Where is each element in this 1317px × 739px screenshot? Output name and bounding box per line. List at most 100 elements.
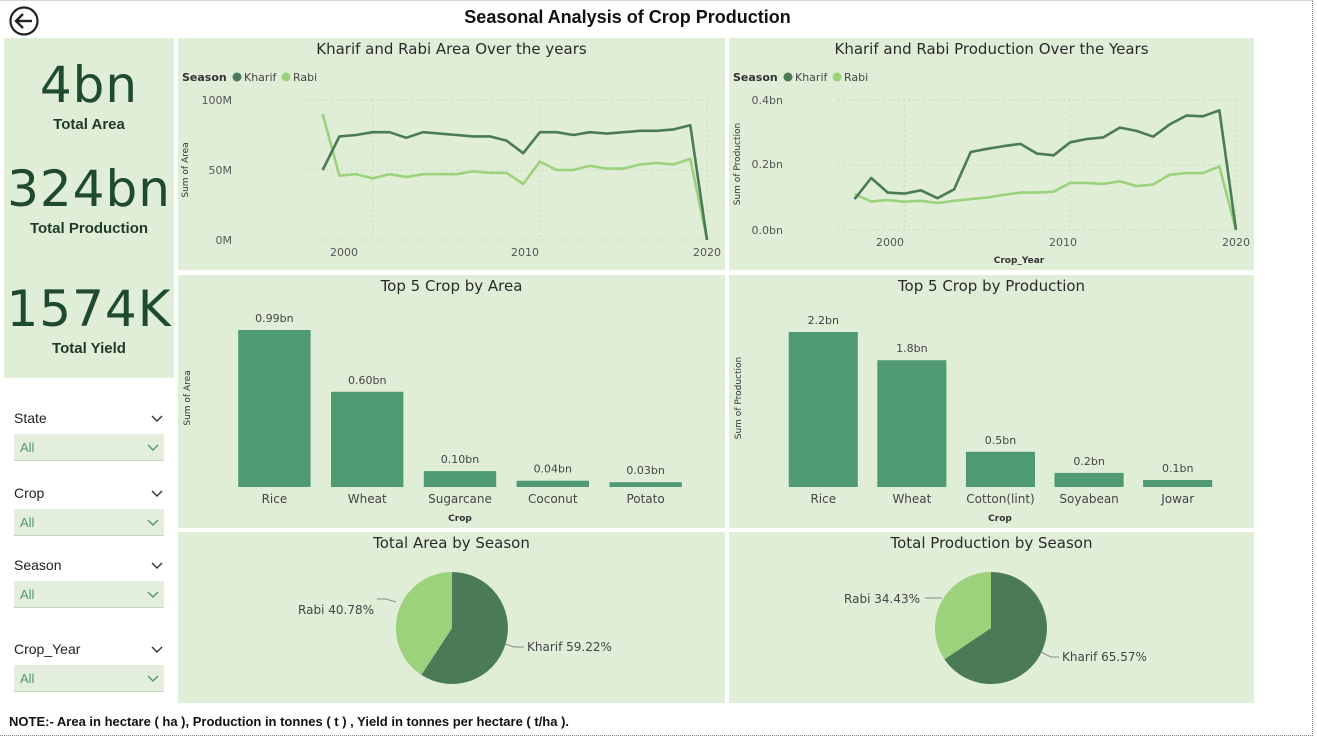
bar-sugarcane [423,471,497,487]
chart-title: Total Production by Season [890,534,1093,552]
chart-title: Kharif and Rabi Area Over the years [316,40,587,58]
chevron-down-icon[interactable] [146,589,160,599]
chart-title: Top 5 Crop by Production [897,277,1086,295]
production-over-years-chart[interactable]: Season Kharif Rabi Sum of Production 0.4… [729,38,1254,270]
slice-label-kharif: Kharif 65.57% [1062,650,1147,664]
bar-jowar [1143,480,1213,487]
slicer-header[interactable]: Crop [14,483,164,503]
kpi-value: 1574K [6,280,172,338]
slicer-dropdown-crop[interactable]: All [14,509,164,536]
y-axis-label: Sum of Production [733,123,743,205]
category-label: Cotton(lint) [966,492,1034,506]
slicer-label: State [14,410,47,426]
legend-label-kharif[interactable]: Kharif [795,71,829,84]
bar-soyabean [1054,472,1124,487]
data-label: 0.10bn [441,453,479,466]
top5-area-panel: Top 5 Crop by Area Sum of Area Crop 0.99… [178,275,725,528]
back-arrow-icon[interactable] [9,6,39,36]
kpi-value: 324bn [7,160,171,218]
pie-slice-rabi [934,571,991,660]
slicer-state: State All [14,408,164,461]
legend-label-rabi[interactable]: Rabi [844,71,868,84]
slicer-dropdown-crop-year[interactable]: All [14,665,164,692]
slicer-season: Season All [14,555,164,608]
production-over-years-panel: Kharif and Rabi Production Over the Year… [729,38,1254,270]
legend-marker-kharif [783,72,793,82]
legend-marker-rabi [281,72,291,82]
data-label: 1.8bn [896,342,927,355]
kpi-label: Total Yield [52,340,126,357]
leader-line [377,598,397,603]
series-line-rabi [854,165,1238,231]
data-label: 0.2bn [1073,455,1104,468]
pie-slice-kharif [421,572,508,684]
production-by-season-panel: Total Production by Season Kharif 65.57%… [729,532,1254,703]
chevron-down-icon[interactable] [146,442,160,452]
y-axis-label: Sum of Production [734,357,744,439]
top5-production-panel: Top 5 Crop by Production Sum of Producti… [729,275,1254,528]
kpi-total-production: 324bn Total Production [4,164,174,237]
x-axis-label: Crop_Year [994,256,1045,266]
y-tick-label: 50M [209,164,233,177]
x-tick-label: 2010 [511,246,539,259]
bar-coconut [516,480,589,487]
kpi-label: Total Production [29,220,149,237]
series-line-rabi [321,113,709,241]
y-tick-label: 0.4bn [752,94,783,107]
slicer-label: Crop [14,485,45,501]
legend-marker-kharif [232,72,242,82]
chart-legend: Season Kharif Rabi [182,71,317,84]
slicer-header[interactable]: Season [14,555,164,575]
slicer-dropdown-state[interactable]: All [14,434,164,461]
footer-note: NOTE:- Area in hectare ( ha ), Productio… [9,714,570,729]
slicer-value: All [20,586,35,602]
legend-title: Season [182,71,227,84]
legend-label-kharif[interactable]: Kharif [244,71,278,84]
slicer-header[interactable]: Crop_Year [14,639,164,659]
bar-wheat [331,391,404,487]
category-label: Rice [810,492,836,506]
area-over-years-panel: Kharif and Rabi Area Over the years Seas… [178,38,725,270]
data-label: 0.99bn [255,312,293,325]
page-title: Seasonal Analysis of Crop Production [464,7,791,27]
top5-area-chart[interactable]: Sum of Area Crop 0.99bn Rice 0.60bn Wheat 0.… [178,275,725,528]
x-axis-label: Crop [448,514,472,524]
production-by-season-chart[interactable]: Kharif 65.57% Rabi 34.43% [729,532,1254,703]
category-label: Coconut [528,492,578,506]
category-label: Rice [262,492,288,506]
chevron-down-icon[interactable] [146,517,160,527]
y-tick-label: 0.2bn [752,158,783,171]
chart-legend: Season Kharif Rabi [733,71,868,84]
slicer-header[interactable]: State [14,408,164,428]
y-tick-label: 100M [202,94,233,107]
bar-wheat [877,360,947,487]
area-over-years-chart[interactable]: Season Kharif Rabi Sum of Area 100M 50M … [178,38,725,270]
x-tick-label: 2020 [1222,236,1250,249]
legend-label-rabi[interactable]: Rabi [293,71,317,84]
y-axis-label: Sum of Area [183,370,193,425]
chart-title: Kharif and Rabi Production Over the Year… [834,40,1149,58]
kpi-total-area: 4bn Total Area [4,60,174,133]
x-tick-label: 2020 [693,246,721,259]
slicer-dropdown-season[interactable]: All [14,581,164,608]
chevron-down-icon[interactable] [150,488,164,498]
series-line-kharif [853,109,1238,231]
x-axis-label: Crop [988,514,1012,524]
kpi-total-yield: 1574K Total Yield [4,284,174,357]
category-label: Wheat [892,492,931,506]
x-tick-label: 2000 [876,236,904,249]
chevron-down-icon[interactable] [146,673,160,683]
chevron-down-icon[interactable] [150,413,164,423]
category-label: Sugarcane [428,492,492,506]
chevron-down-icon[interactable] [150,644,164,654]
slicer-value: All [20,439,35,455]
chevron-down-icon[interactable] [150,560,164,570]
slicer-value: All [20,670,35,686]
slicer-label: Crop_Year [14,641,81,657]
bar-potato [609,482,682,487]
kpi-label: Total Area [53,116,125,133]
top5-production-chart[interactable]: Sum of Production Crop 2.2bn Rice 1.8bn Whe… [729,275,1254,528]
area-by-season-chart[interactable]: Kharif 59.22% Rabi 40.78% [178,532,725,703]
data-label: 0.60bn [348,374,386,387]
